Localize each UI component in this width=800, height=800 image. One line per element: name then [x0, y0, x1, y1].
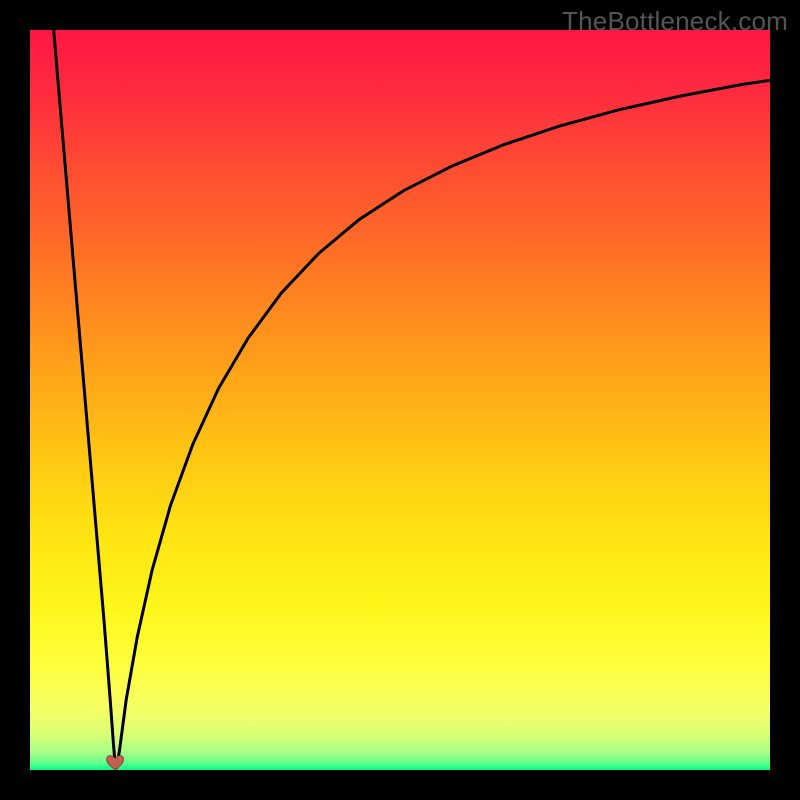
chart-svg — [0, 0, 800, 800]
watermark-text: TheBottleneck.com — [562, 6, 788, 37]
bottleneck-chart: TheBottleneck.com — [0, 0, 800, 800]
chart-plot-bg — [30, 30, 770, 770]
